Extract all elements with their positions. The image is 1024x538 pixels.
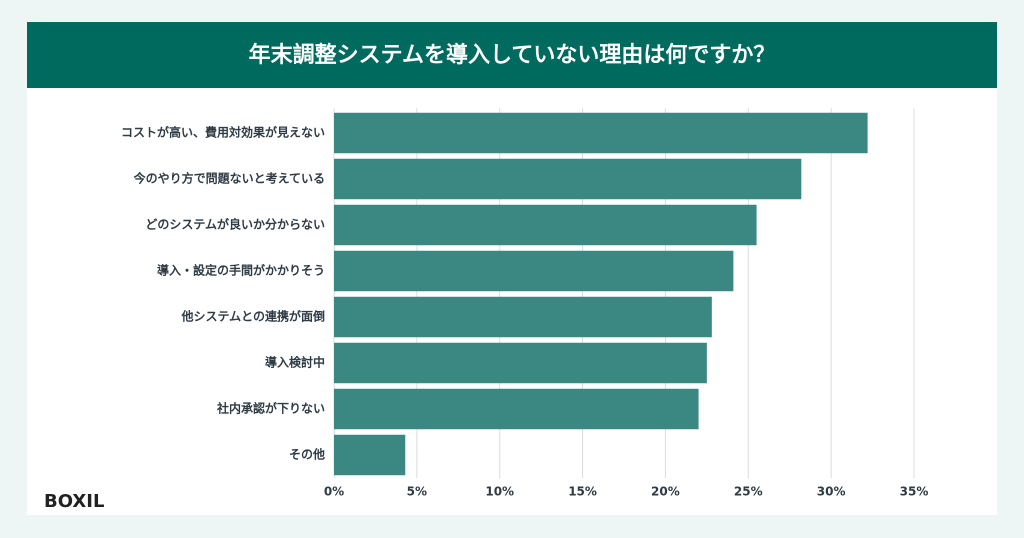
header [27, 22, 997, 88]
y-tick-label: 社内承認が下りない [216, 401, 325, 416]
x-tick-label: 10% [485, 485, 514, 499]
bar [334, 204, 757, 246]
y-tick-label: 今のやり方で問題ないと考えている [133, 171, 325, 186]
bar [334, 158, 802, 200]
y-tick-label: 他システムとの連携が面倒 [180, 309, 325, 324]
bar [334, 112, 868, 154]
x-tick-label: 20% [651, 485, 680, 499]
y-tick-label: どのシステムが良いか分からない [145, 217, 325, 232]
x-tick-label: 15% [568, 485, 597, 499]
x-tick-label: 25% [734, 485, 763, 499]
y-tick-label: 導入・設定の手間がかかりそう [157, 263, 325, 278]
bar [334, 250, 734, 292]
logo: BOXIL [44, 491, 104, 512]
x-tick-label: 35% [900, 485, 929, 499]
bar [334, 388, 699, 430]
x-tick-label: 5% [407, 485, 427, 499]
y-tick-label: その他 [289, 447, 325, 462]
y-tick-label: 導入検討中 [265, 355, 325, 370]
x-tick-label: 30% [817, 485, 846, 499]
y-tick-label: コストが高い、費用対効果が見えない [121, 125, 325, 140]
bar [334, 434, 406, 476]
bar [334, 342, 707, 384]
chart-title: 年末調整システムを導入していない理由は何ですか？ [249, 42, 776, 68]
x-tick-label: 0% [324, 485, 344, 499]
bar [334, 296, 712, 338]
